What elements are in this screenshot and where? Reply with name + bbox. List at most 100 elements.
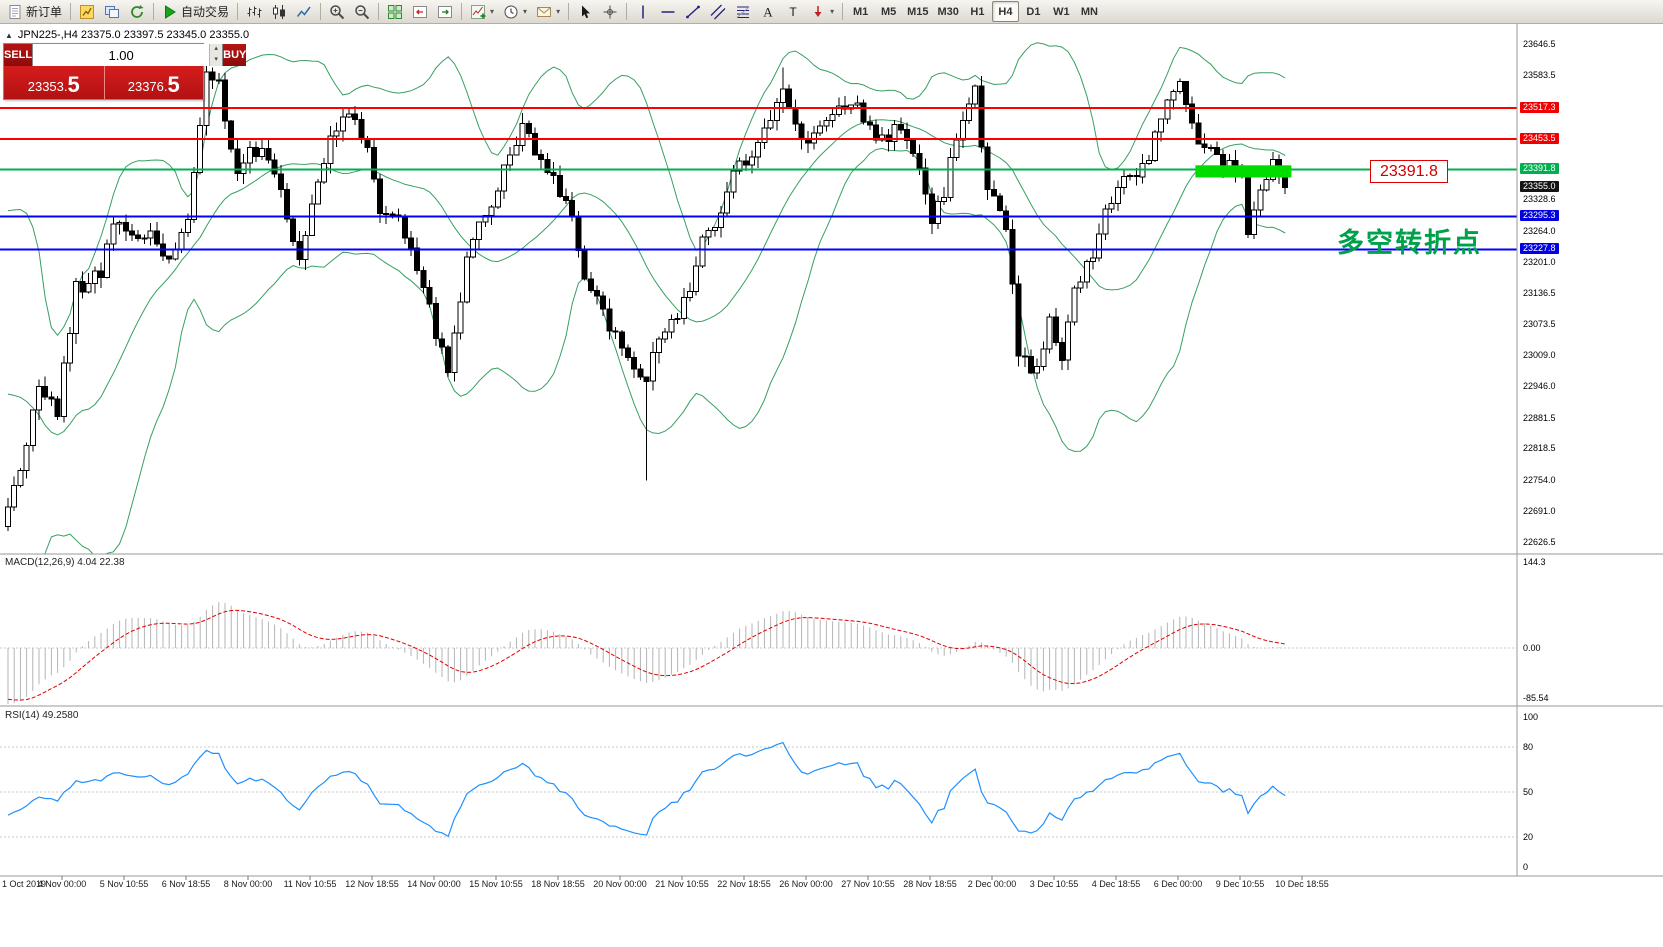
buy-price-big: 5 bbox=[167, 72, 180, 97]
templates-icon bbox=[536, 4, 552, 20]
button-label: 新订单 bbox=[26, 5, 63, 19]
bar-chart-button[interactable] bbox=[242, 1, 266, 22]
templates-button[interactable]: ▾ bbox=[532, 1, 564, 22]
zoom-in-button[interactable] bbox=[325, 1, 349, 22]
line-chart-button[interactable] bbox=[292, 1, 316, 22]
tf-m5-button[interactable]: M5 bbox=[875, 1, 902, 22]
autotrading-button[interactable]: 自动交易 bbox=[158, 1, 233, 22]
toolbar-separator bbox=[70, 3, 72, 20]
price-axis-label: 22881.5 bbox=[1523, 413, 1556, 423]
chart-shift-button[interactable] bbox=[408, 1, 432, 22]
turning-point-annotation: 多空转折点 bbox=[1337, 228, 1482, 258]
rsi-axis-label: 50 bbox=[1523, 787, 1534, 797]
macd-indicator-label: MACD(12,26,9) 4.04 22.38 bbox=[5, 557, 125, 568]
tf-m30-button[interactable]: M30 bbox=[934, 1, 963, 22]
chart-title: ▲ JPN225-,H4 23375.0 23397.5 23345.0 2335… bbox=[5, 29, 249, 41]
rsi-indicator-label: RSI(14) 49.2580 bbox=[5, 710, 79, 721]
price-axis-label: 23295.3 bbox=[1520, 210, 1559, 221]
cursor-icon bbox=[577, 4, 593, 20]
rsi-axis-label: 20 bbox=[1523, 832, 1534, 842]
price-axis-label: 22626.5 bbox=[1523, 537, 1556, 547]
indicators-button[interactable]: ▾ bbox=[466, 1, 498, 22]
sell-button[interactable]: SELL bbox=[4, 44, 33, 66]
bars-icon bbox=[246, 4, 262, 20]
text-label-button[interactable]: T bbox=[781, 1, 805, 22]
toolbar-separator bbox=[842, 3, 844, 20]
tile-windows-button[interactable] bbox=[383, 1, 407, 22]
toolbar-separator bbox=[461, 3, 463, 20]
price-axis-label: 23453.5 bbox=[1520, 133, 1559, 144]
text-button[interactable]: A bbox=[756, 1, 780, 22]
svg-text:T: T bbox=[789, 5, 797, 19]
periods-button[interactable]: ▾ bbox=[499, 1, 531, 22]
toolbar-separator bbox=[237, 3, 239, 20]
arrows-button[interactable]: ▾ bbox=[806, 1, 838, 22]
macd-axis: 144.3 0.00 -85.54 bbox=[1519, 0, 1662, 947]
volume-down-button[interactable]: ▾ bbox=[210, 55, 223, 66]
zoom-out-button[interactable] bbox=[350, 1, 374, 22]
zoom-in-icon bbox=[329, 4, 345, 20]
tf-w1-button[interactable]: W1 bbox=[1048, 1, 1075, 22]
fibo-icon bbox=[735, 4, 751, 20]
price-axis[interactable]: 23646.5 23583.5 23517.3 23453.5 23391.8 23355… bbox=[1519, 0, 1662, 947]
buy-button[interactable]: BUY bbox=[223, 44, 247, 66]
candles bbox=[5, 65, 1289, 531]
auto-scroll-button[interactable] bbox=[433, 1, 457, 22]
new-chart-button[interactable] bbox=[75, 1, 99, 22]
volume-up-button[interactable]: ▴ bbox=[210, 44, 223, 55]
price-axis-label: 23517.3 bbox=[1520, 102, 1559, 113]
cursor-button[interactable] bbox=[573, 1, 597, 22]
channel-button[interactable] bbox=[706, 1, 730, 22]
volume-spinner: ▴ ▾ bbox=[209, 44, 223, 66]
price-axis-label: 23009.0 bbox=[1523, 350, 1556, 360]
buy-price[interactable]: 23376. 5 bbox=[103, 66, 203, 99]
button-label: M5 bbox=[880, 5, 897, 18]
price-axis-label: 22818.5 bbox=[1523, 443, 1556, 453]
panel-separators bbox=[0, 24, 1663, 877]
trendline-button[interactable] bbox=[681, 1, 705, 22]
bollinger-bands bbox=[7, 42, 1286, 554]
toolbar-separator bbox=[568, 3, 570, 20]
new-order-button[interactable]: 新订单 bbox=[3, 1, 66, 22]
collapse-panel-icon[interactable]: ▲ bbox=[5, 31, 13, 40]
price-axis-label: 23136.5 bbox=[1523, 288, 1556, 298]
horizontal-line-button[interactable] bbox=[656, 1, 680, 22]
button-label: H4 bbox=[998, 5, 1013, 18]
macd-axis-label: 144.3 bbox=[1523, 557, 1546, 567]
candle-chart-button[interactable] bbox=[267, 1, 291, 22]
price-axis-label: 23227.8 bbox=[1520, 243, 1559, 254]
rsi-level-lines bbox=[0, 746, 1517, 838]
rsi-line bbox=[7, 741, 1286, 838]
tf-d1-button[interactable]: D1 bbox=[1020, 1, 1047, 22]
profiles-button[interactable] bbox=[100, 1, 124, 22]
profiles-icon bbox=[104, 4, 120, 20]
button-label: MN bbox=[1080, 5, 1098, 18]
indicators-icon bbox=[470, 4, 486, 20]
horizontal-levels bbox=[0, 107, 1517, 251]
chart-new-icon bbox=[79, 4, 95, 20]
price-flag-label[interactable]: 23391.8 bbox=[1370, 160, 1448, 183]
crosshair-button[interactable] bbox=[598, 1, 622, 22]
button-label: D1 bbox=[1026, 5, 1041, 18]
vertical-line-button[interactable] bbox=[631, 1, 655, 22]
button-label: H1 bbox=[970, 5, 985, 18]
toolbar-separator bbox=[378, 3, 380, 20]
price-axis-label: 22946.0 bbox=[1523, 381, 1556, 391]
crosshair-icon bbox=[602, 4, 618, 20]
tf-h1-button[interactable]: H1 bbox=[964, 1, 991, 22]
volume-input[interactable] bbox=[33, 44, 210, 66]
price-axis-label: 23391.8 bbox=[1520, 163, 1559, 174]
tf-mn-button[interactable]: MN bbox=[1076, 1, 1103, 22]
periods-icon bbox=[503, 4, 519, 20]
tf-h4-button[interactable]: H4 bbox=[991, 1, 1019, 22]
tf-m15-button[interactable]: M15 bbox=[903, 1, 932, 22]
sell-price[interactable]: 23353. 5 bbox=[4, 66, 104, 99]
refresh-button[interactable] bbox=[125, 1, 149, 22]
candles-icon bbox=[271, 4, 287, 20]
time-axis-ticks bbox=[61, 876, 1303, 880]
macd-axis-label: -85.54 bbox=[1523, 693, 1549, 703]
fibonacci-button[interactable] bbox=[731, 1, 755, 22]
tf-m1-button[interactable]: M1 bbox=[847, 1, 874, 22]
